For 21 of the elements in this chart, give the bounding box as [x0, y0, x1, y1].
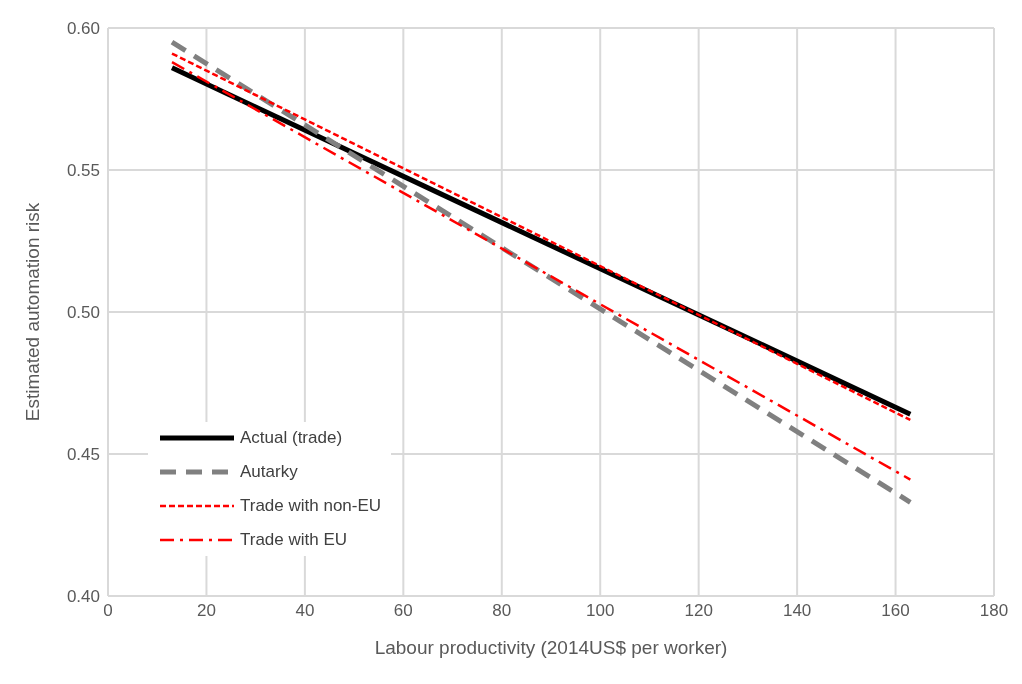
- y-tick-label: 0.55: [66, 161, 100, 181]
- x-tick-label: 80: [492, 601, 512, 621]
- x-tick-label: 140: [782, 601, 812, 621]
- y-tick-label: 0.40: [66, 587, 100, 607]
- legend-label: Autarky: [240, 462, 298, 482]
- y-tick-label: 0.50: [66, 303, 100, 323]
- x-tick-label: 20: [196, 601, 216, 621]
- legend-label: Trade with non-EU: [240, 496, 382, 516]
- x-tick-label: 40: [295, 601, 315, 621]
- legend-label: Trade with EU: [240, 530, 348, 550]
- x-tick-label: 180: [979, 601, 1009, 621]
- x-tick-label: 60: [393, 601, 413, 621]
- y-axis-title: Estimated automation risk: [21, 202, 43, 422]
- x-tick-label: 0: [103, 601, 113, 621]
- x-tick-label: 100: [586, 601, 615, 621]
- x-axis-title: Labour productivity (2014US$ per worker): [374, 637, 728, 658]
- y-tick-label: 0.60: [66, 19, 100, 39]
- x-tick-label: 160: [881, 601, 910, 621]
- x-tick-label: 120: [684, 601, 713, 621]
- y-tick-label: 0.45: [66, 445, 100, 465]
- legend-label: Actual (trade): [240, 428, 343, 448]
